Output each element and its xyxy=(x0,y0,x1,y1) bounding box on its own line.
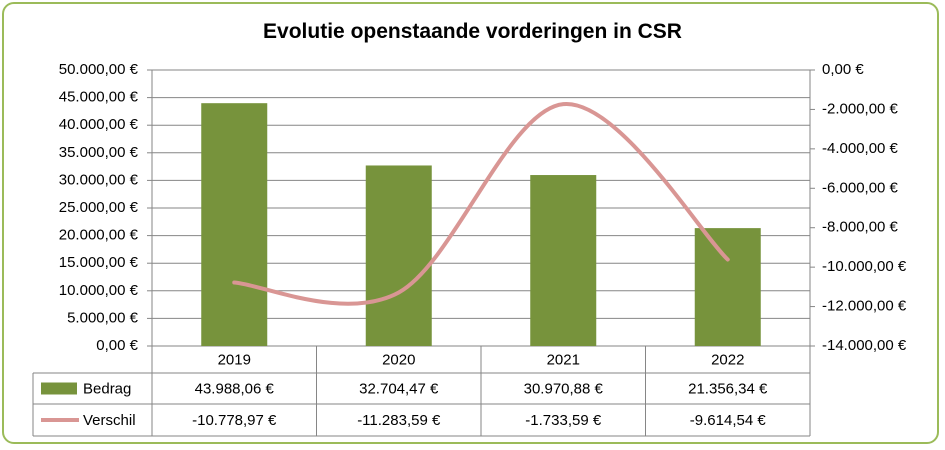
data-label-bedrag: 21.356,34 € xyxy=(688,380,768,397)
data-label-verschil: -1.733,59 € xyxy=(525,412,602,429)
bar-2022 xyxy=(694,228,761,346)
data-label-verschil: -9.614,54 € xyxy=(690,412,767,429)
line-verschil xyxy=(232,102,730,306)
legend-label-bedrag: Bedrag xyxy=(83,380,131,397)
left-axis-tick-label: 40.000,00 € xyxy=(59,116,139,133)
data-label-bedrag: 32.704,47 € xyxy=(359,380,439,397)
right-axis-tick-label: -14.000,00 € xyxy=(822,337,907,354)
chart-title: Evolutie openstaande vorderingen in CSR xyxy=(263,20,682,43)
left-axis-tick-label: 25.000,00 € xyxy=(59,199,139,216)
x-axis-tick-label: 2021 xyxy=(547,351,580,368)
data-label-verschil: -10.778,97 € xyxy=(192,412,277,429)
left-axis-tick-label: 30.000,00 € xyxy=(59,171,139,188)
bar-2019 xyxy=(201,103,268,346)
left-axis-tick-label: 50.000,00 € xyxy=(59,61,139,78)
data-label-bedrag: 43.988,06 € xyxy=(195,380,275,397)
left-axis-tick-label: 20.000,00 € xyxy=(59,227,139,244)
left-axis-tick-label: 10.000,00 € xyxy=(59,282,139,299)
x-axis-tick-label: 2020 xyxy=(382,351,415,368)
left-axis-tick-label: 15.000,00 € xyxy=(59,254,139,271)
left-axis-tick-label: 45.000,00 € xyxy=(59,89,139,106)
right-axis-tick-label: -6.000,00 € xyxy=(822,179,899,196)
left-axis-tick-label: 5.000,00 € xyxy=(67,309,139,326)
x-axis-tick-label: 2022 xyxy=(711,351,744,368)
x-axis-tick-label: 2019 xyxy=(218,351,251,368)
right-axis-tick-label: -2.000,00 € xyxy=(822,100,899,117)
chart-frame xyxy=(2,2,939,444)
right-axis-tick-label: -4.000,00 € xyxy=(822,140,899,157)
legend-key-bedrag xyxy=(41,382,77,395)
left-axis-tick-label: 0,00 € xyxy=(96,337,138,354)
data-label-bedrag: 30.970,88 € xyxy=(524,380,604,397)
right-axis-tick-label: -12.000,00 € xyxy=(822,298,907,315)
data-label-verschil: -11.283,59 € xyxy=(357,412,441,429)
right-axis-tick-label: 0,00 € xyxy=(822,61,864,78)
right-axis-tick-label: -10.000,00 € xyxy=(822,258,907,275)
left-axis-tick-label: 35.000,00 € xyxy=(59,144,139,161)
bar-2021 xyxy=(530,175,597,346)
bar-2020 xyxy=(365,165,432,346)
legend-label-verschil: Verschil xyxy=(83,412,136,429)
right-axis-tick-label: -8.000,00 € xyxy=(822,219,899,236)
